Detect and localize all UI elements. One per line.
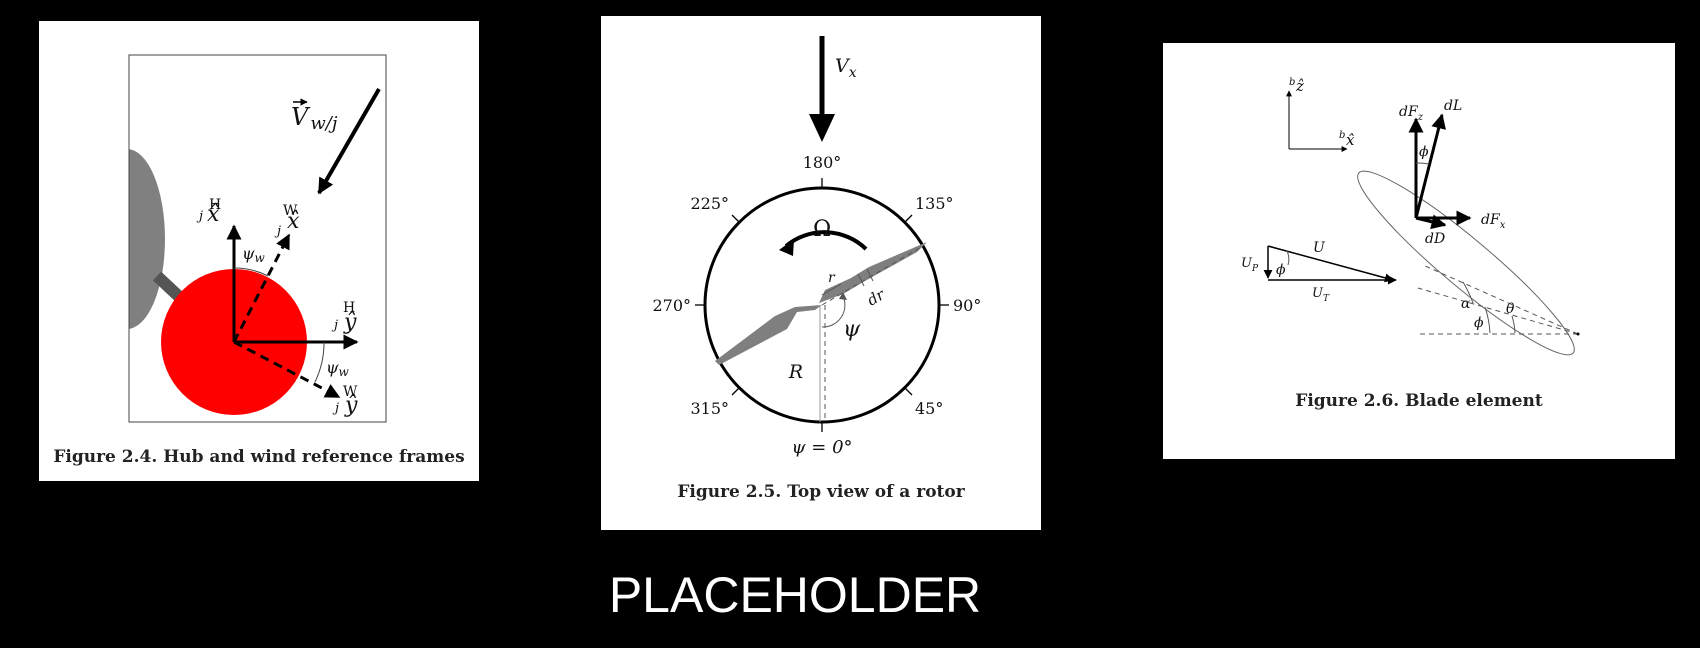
nacelle-shape xyxy=(129,149,165,329)
figure-2-6-caption: Figure 2.6. Blade element xyxy=(1295,391,1543,411)
dL-label: dL xyxy=(1444,98,1462,114)
phi-top-arc xyxy=(1415,162,1430,165)
phi-top-label: ϕ xyxy=(1419,144,1429,160)
angle-construction-lines xyxy=(1417,264,1579,335)
phi-triangle-arc xyxy=(1286,250,1290,266)
r-label: r xyxy=(828,270,836,286)
dr-label: dr xyxy=(864,285,888,309)
theta-arc xyxy=(1511,315,1516,334)
placeholder-text: PLACEHOLDER xyxy=(608,567,982,623)
wind-y-super: W xyxy=(343,384,358,400)
theta-label: θ xyxy=(1506,301,1515,317)
psi-angle-arc xyxy=(821,295,846,328)
angle-135-label: 135° xyxy=(915,194,954,213)
wind-y-axis-arrow xyxy=(233,340,341,399)
alpha-label: α xyxy=(1461,296,1471,312)
U-arrow xyxy=(1267,245,1394,283)
figure-frame xyxy=(128,54,387,423)
dD-arrow xyxy=(1415,214,1447,230)
phi-bottom-label: ϕ xyxy=(1474,315,1484,331)
rotor-blade-left xyxy=(715,305,822,365)
psi-w-right-arc xyxy=(314,341,325,383)
wind-x-sub: j xyxy=(274,224,281,239)
airfoil-outline xyxy=(1357,170,1575,356)
figure-2-5-panel: Vx 180° 135° 225° 270° 90° 315° 45° r dr xyxy=(601,16,1041,530)
psi-w-right-label: ψw xyxy=(326,358,350,379)
bx-label: x̂ xyxy=(1346,131,1355,149)
figure-2-5-caption: Figure 2.5. Top view of a rotor xyxy=(677,482,965,502)
wind-x-symbol: x̂ xyxy=(287,209,300,234)
UT-label: UT xyxy=(1312,286,1330,304)
bz-super: b xyxy=(1289,77,1295,88)
psi-w-top-label: ψw xyxy=(242,244,266,265)
angle-270-label: 270° xyxy=(652,296,691,315)
rotor-blade-right xyxy=(819,242,927,303)
vx-arrow-head xyxy=(809,114,835,142)
figure-2-4-caption: Figure 2.4. Hub and wind reference frame… xyxy=(53,447,465,467)
phi-triangle-label: ϕ xyxy=(1276,262,1286,278)
figure-2-6-panel: b ẑ b x̂ dFz dL ϕ dFx dD UP U ϕ UT xyxy=(1163,43,1675,459)
bz-label: ẑ xyxy=(1295,77,1304,95)
angle-45-label: 45° xyxy=(915,399,943,418)
UP-label: UP xyxy=(1241,256,1259,274)
wind-x-axis-arrow xyxy=(232,233,291,343)
azimuth-ticks xyxy=(695,178,949,432)
bx-super: b xyxy=(1339,130,1345,141)
U-label: U xyxy=(1313,240,1326,256)
phi-bottom-arc xyxy=(1484,306,1491,334)
blade-radius-dash xyxy=(821,245,924,306)
hub-y-symbol: ŷ xyxy=(343,310,357,335)
angle-315-label: 315° xyxy=(690,399,729,418)
wind-velocity-arrow xyxy=(317,88,381,195)
omega-label: Ω xyxy=(813,217,831,242)
alpha-arc xyxy=(1462,281,1474,304)
hub-x-sub: j xyxy=(196,209,203,224)
wind-x-super: W xyxy=(283,203,298,219)
rotor-top-view-diagram: Vx 180° 135° 225° 270° 90° 315° 45° r dr xyxy=(652,36,981,458)
wind-y-symbol: ŷ xyxy=(344,393,358,418)
angle-225-label: 225° xyxy=(690,194,729,213)
hub-x-label: H xyxy=(209,197,221,213)
blade-element-diagram: b ẑ b x̂ dFz dL ϕ dFx dD UP U ϕ UT xyxy=(1241,77,1580,356)
angle-180-label: 180° xyxy=(803,153,842,172)
psi-zero-label: ψ = 0° xyxy=(791,437,852,458)
dL-arrow xyxy=(1414,113,1446,219)
psi-w-top-arc xyxy=(233,267,269,277)
angle-90-label: 90° xyxy=(953,296,981,315)
vx-label: Vx xyxy=(835,55,857,81)
dFz-label: dFz xyxy=(1399,104,1424,123)
dFx-label: dFx xyxy=(1481,212,1506,231)
omega-rotation-arrow xyxy=(784,230,868,251)
dD-label: dD xyxy=(1425,231,1445,247)
hub-x-symbol: x̂ xyxy=(207,202,220,227)
R-label: R xyxy=(788,361,803,383)
hub-y-super: H xyxy=(343,300,355,316)
psi-label: ψ xyxy=(843,317,861,342)
hub-y-sub: j xyxy=(331,318,338,333)
wind-y-sub: j xyxy=(332,401,339,416)
